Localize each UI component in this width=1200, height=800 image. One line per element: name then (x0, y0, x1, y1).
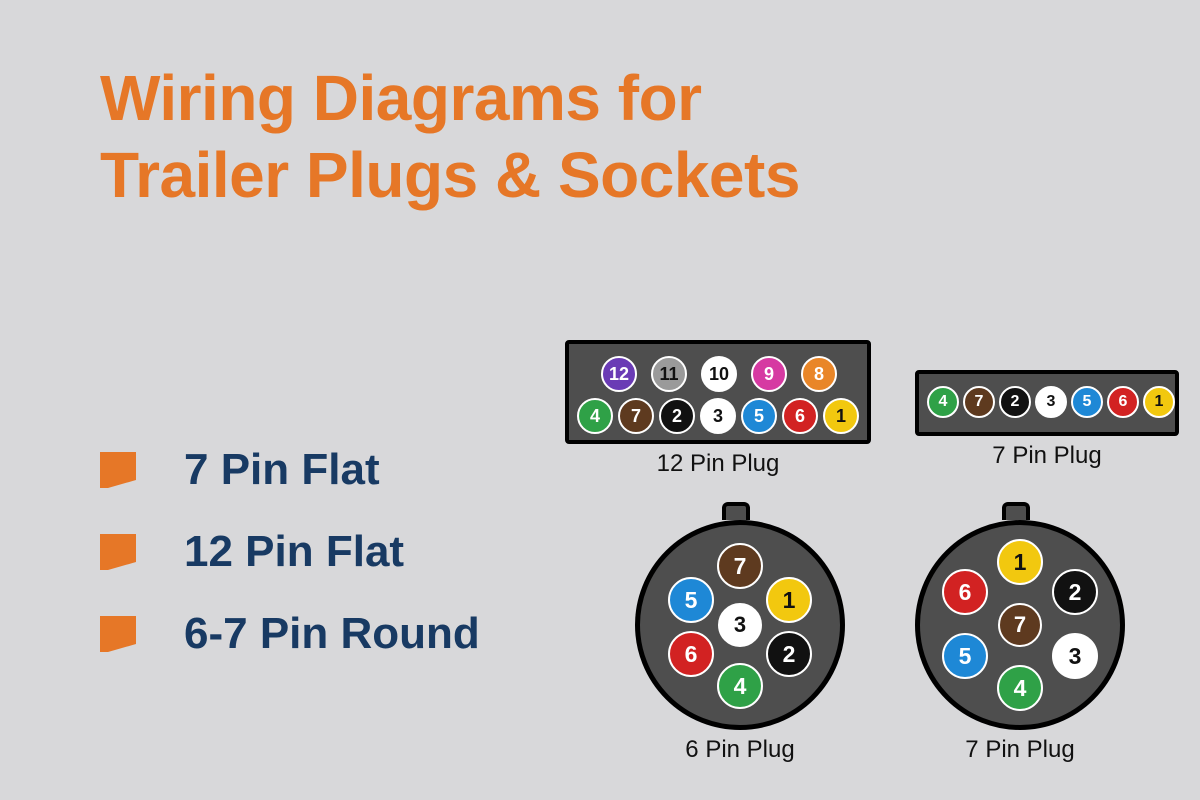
bullet-item: 12 Pin Flat (100, 527, 480, 577)
pin-1: 1 (1143, 386, 1175, 418)
plug-6pin-body: 71 246 53 (635, 520, 845, 730)
plug-7pin-round-label: 7 Pin Plug (915, 736, 1125, 764)
plug-7pin-flat-label: 7 Pin Plug (915, 442, 1179, 470)
pin-12: 12 (601, 356, 637, 392)
pin-5: 5 (741, 398, 777, 434)
bullet-marker-icon (100, 534, 136, 570)
pin-4: 4 (717, 663, 763, 709)
plug-6pin-label: 6 Pin Plug (635, 736, 845, 764)
pin-3: 3 (718, 603, 762, 647)
bullet-item: 7 Pin Flat (100, 445, 480, 495)
plug-12pin-flat: 12 11 10 98 4723561 12 Pin Plug (565, 340, 871, 478)
pin-6: 6 (782, 398, 818, 434)
pin-11: 11 (651, 356, 687, 392)
bullet-item: 6-7 Pin Round (100, 609, 480, 659)
pin-7: 7 (717, 543, 763, 589)
pin-7: 7 (618, 398, 654, 434)
pin-7: 7 (998, 603, 1042, 647)
pin-3: 3 (1052, 633, 1098, 679)
plug-7pin-round-body: 12 345 67 (915, 520, 1125, 730)
pin-6: 6 (942, 569, 988, 615)
bullet-list: 7 Pin Flat 12 Pin Flat 6-7 Pin Round (100, 445, 480, 691)
pin-6: 6 (1107, 386, 1139, 418)
pin-7: 7 (963, 386, 995, 418)
plug-7pin-tab (1002, 502, 1030, 520)
pin-2: 2 (659, 398, 695, 434)
plug-7pin-round: 12 345 67 7 Pin Plug (915, 520, 1125, 764)
pin-10: 10 (701, 356, 737, 392)
pin-1: 1 (766, 577, 812, 623)
pin-2: 2 (766, 631, 812, 677)
pin-2: 2 (999, 386, 1031, 418)
pin-5: 5 (942, 633, 988, 679)
pin-4: 4 (577, 398, 613, 434)
pin-2: 2 (1052, 569, 1098, 615)
pin-5: 5 (1071, 386, 1103, 418)
plug-6pin-round: 71 246 53 6 Pin Plug (635, 520, 845, 764)
page-title: Wiring Diagrams for Trailer Plugs & Sock… (100, 60, 860, 214)
bullet-marker-icon (100, 452, 136, 488)
plug-6pin-tab (722, 502, 750, 520)
plug-12pin-body: 12 11 10 98 4723561 (565, 340, 871, 444)
bullet-label: 12 Pin Flat (184, 527, 404, 577)
pin-4: 4 (927, 386, 959, 418)
pin-1: 1 (997, 539, 1043, 585)
pin-1: 1 (823, 398, 859, 434)
pin-5: 5 (668, 577, 714, 623)
plug-12pin-label: 12 Pin Plug (565, 450, 871, 478)
pin-6: 6 (668, 631, 714, 677)
bullet-label: 6-7 Pin Round (184, 609, 480, 659)
pin-3: 3 (700, 398, 736, 434)
pin-4: 4 (997, 665, 1043, 711)
bullet-label: 7 Pin Flat (184, 445, 380, 495)
bullet-marker-icon (100, 616, 136, 652)
plug-7pin-flat: 4723561 7 Pin Plug (915, 370, 1179, 470)
plug-7pin-flat-body: 4723561 (915, 370, 1179, 436)
pin-9: 9 (751, 356, 787, 392)
pin-3: 3 (1035, 386, 1067, 418)
pin-8: 8 (801, 356, 837, 392)
